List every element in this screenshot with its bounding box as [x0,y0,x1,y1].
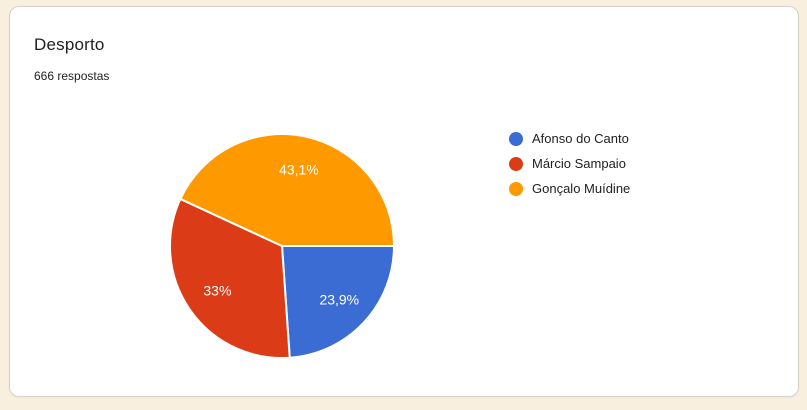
legend-label: Gonçalo Muídine [532,181,631,196]
legend-color-dot [509,156,523,171]
pie-slice-label: 33% [203,282,231,298]
legend-color-dot [509,131,523,146]
legend-item: Afonso do Canto [509,126,630,151]
pie-slice-2 [169,197,291,359]
pie-slice-3 [179,133,395,247]
pie-chart: 23,9% 33% 43,1% [169,133,395,359]
chart-legend: Afonso do Canto Márcio Sampaio Gonçalo Muí… [509,126,630,201]
legend-label: Márcio Sampaio [532,156,626,171]
legend-color-dot [509,181,523,196]
pie-slice-label: 43,1% [279,161,319,177]
question-summary-card: Desporto 666 respostas 23,9% 33% 43,1% Afo… [9,6,799,397]
page-title: Desporto [34,35,105,54]
pie-slice-1 [281,245,395,359]
legend-item: Márcio Sampaio [509,151,630,176]
legend-label: Afonso do Canto [532,131,629,146]
response-count: 666 respostas [34,69,110,83]
legend-item: Gonçalo Muídine [509,176,630,201]
pie-slice-label: 23,9% [319,291,359,307]
